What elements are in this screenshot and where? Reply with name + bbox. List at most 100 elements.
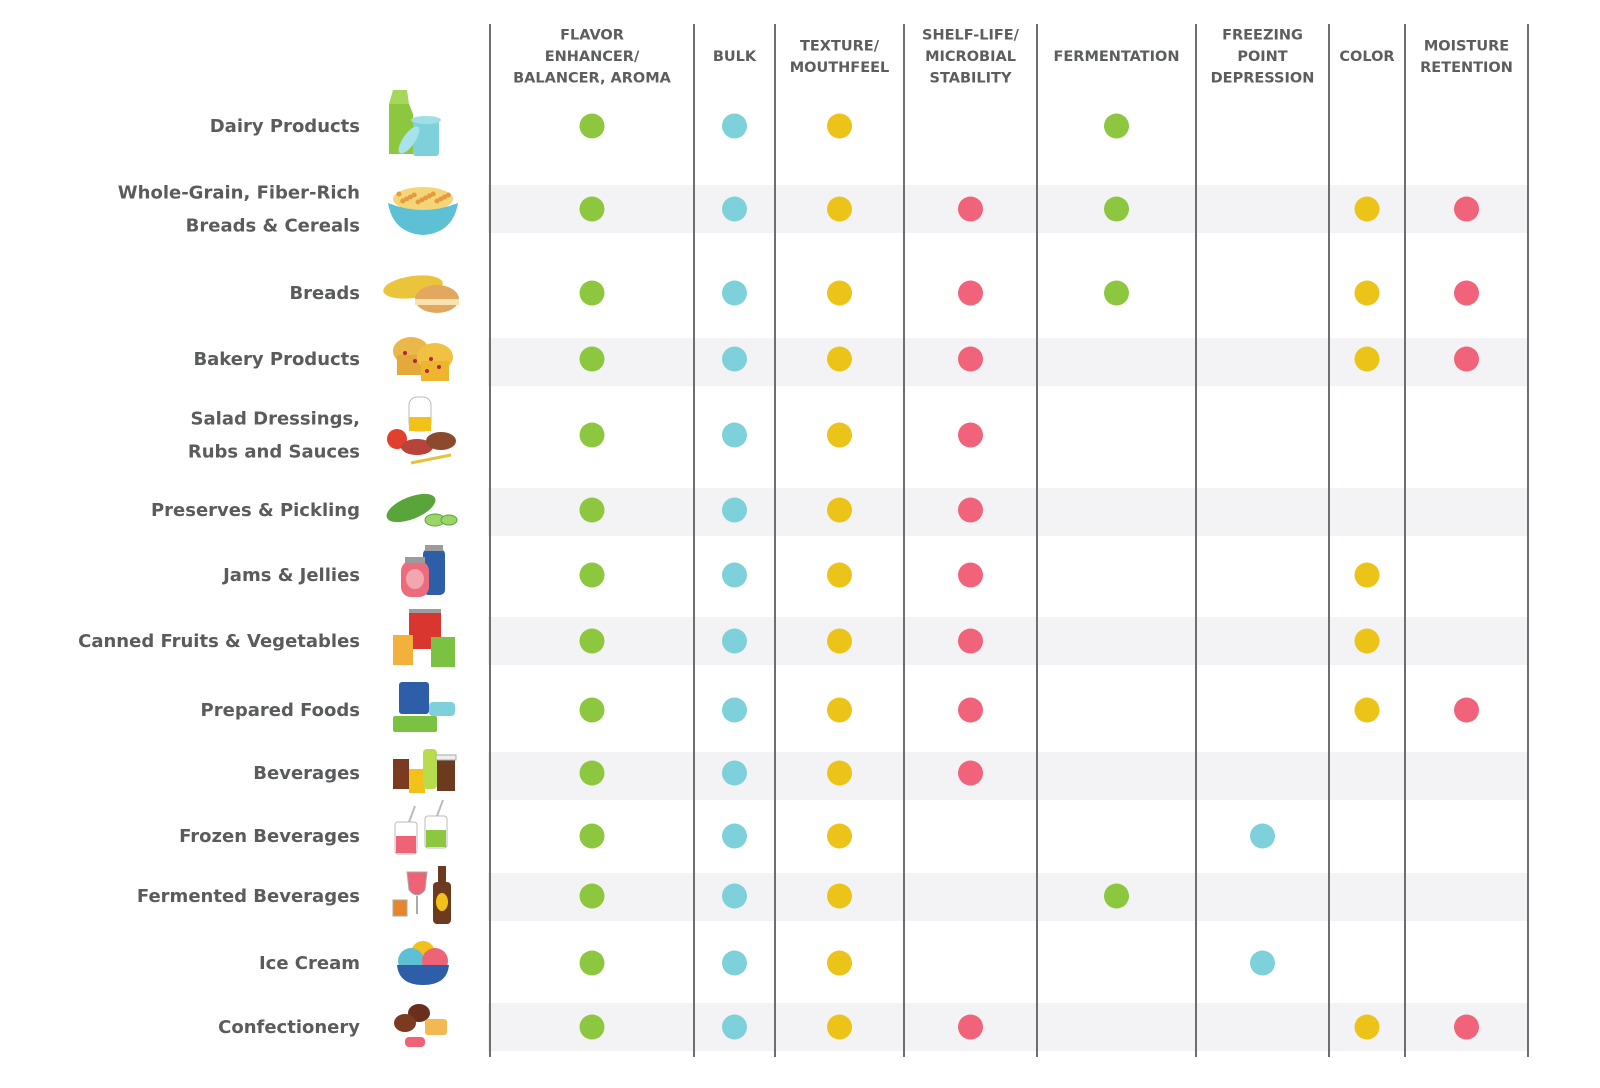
dot-bulk: [722, 950, 747, 976]
column-header: MOISTURE RETENTION: [1420, 38, 1513, 76]
dot-bulk: [722, 823, 747, 849]
row-label-line: Preserves & Pickling: [151, 500, 360, 521]
row-label-line: Confectionery: [218, 1017, 360, 1038]
column-header: SHELF-LIFE/MICROBIAL STABILITY: [922, 28, 1020, 87]
dot-texture: [827, 883, 852, 909]
row-label-line: Ice Cream: [259, 953, 360, 974]
dot-freezing: [1250, 823, 1275, 849]
column-header-line: DEPRESSION: [1211, 71, 1315, 87]
dot-texture: [827, 628, 852, 654]
row-label: Prepared Foods: [201, 700, 360, 721]
dot-shelf: [958, 422, 983, 448]
row-label: Canned Fruits & Vegetables: [78, 631, 360, 652]
cereal-bowl-icon: [388, 187, 458, 235]
column-header-line: MICROBIAL: [925, 49, 1016, 65]
row-stripe: [488, 338, 1528, 386]
row-label-line: Whole-Grain, Fiber-Rich: [118, 183, 360, 204]
row-stripes: [488, 185, 1528, 1051]
dot-flavor: [579, 497, 605, 523]
dot-bulk: [722, 497, 747, 523]
row-stripe: [488, 488, 1528, 536]
milk-carton-cup-icon: [389, 90, 441, 156]
dot-shelf: [958, 196, 983, 222]
dots: [579, 113, 1479, 1040]
candies-icon: [394, 1004, 447, 1047]
row-label: Salad Dressings, Rubs and Sauces: [188, 409, 360, 463]
dot-shelf: [958, 1014, 983, 1040]
row-label: Preserves & Pickling: [151, 500, 360, 521]
row-label-line: Salad Dressings,: [191, 409, 360, 430]
dot-color: [1354, 562, 1380, 588]
dot-bulk: [722, 196, 747, 222]
ice-cream-bowl-icon: [397, 941, 449, 985]
muffins-icon: [393, 337, 453, 381]
wine-beer-icon: [392, 866, 451, 924]
pickle-icon: [386, 493, 458, 527]
row-label-line: Breads: [289, 283, 360, 304]
column-header-line: FLAVOR: [560, 28, 624, 44]
column-header: BULK: [713, 49, 757, 65]
column-header: COLOR: [1339, 49, 1394, 65]
dot-color: [1354, 697, 1380, 723]
column-header-line: MOUTHFEEL: [790, 60, 890, 76]
row-label: Jams & Jellies: [221, 565, 360, 586]
dot-moisture: [1454, 196, 1479, 222]
dot-fermentation: [1104, 883, 1129, 909]
dot-color: [1354, 280, 1380, 306]
dot-bulk: [722, 346, 747, 372]
bread-loaf-bun-icon: [383, 275, 459, 313]
dot-bulk: [722, 697, 747, 723]
column-header: TEXTURE/MOUTHFEEL: [790, 38, 890, 76]
column-header-line: TEXTURE/: [800, 38, 880, 54]
column-dividers: [489, 24, 1529, 1057]
dot-bulk: [722, 562, 747, 588]
dot-flavor: [579, 346, 605, 372]
column-header-line: FREEZING: [1222, 28, 1303, 44]
row-label: Frozen Beverages: [179, 826, 360, 847]
dot-color: [1354, 1014, 1380, 1040]
food-containers-icon: [393, 682, 455, 732]
dot-moisture: [1454, 346, 1479, 372]
column-header: FERMENTATION: [1053, 49, 1179, 65]
row-label-line: Prepared Foods: [201, 700, 360, 721]
dot-fermentation: [1104, 113, 1129, 139]
column-header-line: COLOR: [1339, 49, 1394, 65]
dot-bulk: [722, 422, 747, 448]
dot-texture: [827, 346, 852, 372]
dot-shelf: [958, 497, 983, 523]
dot-shelf: [958, 280, 983, 306]
dot-bulk: [722, 113, 747, 139]
dot-flavor: [579, 422, 605, 448]
column-header-line: BULK: [713, 49, 757, 65]
dot-bulk: [722, 760, 747, 786]
dot-bulk: [722, 1014, 747, 1040]
row-label: Fermented Beverages: [137, 886, 360, 907]
dot-flavor: [579, 628, 605, 654]
dot-bulk: [722, 628, 747, 654]
row-label: Dairy Products: [210, 116, 360, 137]
dot-moisture: [1454, 280, 1479, 306]
row-label: Breads: [289, 283, 360, 304]
column-header-line: RETENTION: [1420, 60, 1513, 76]
dot-flavor: [579, 280, 605, 306]
row-label-line: Breads & Cereals: [186, 216, 360, 237]
row-label: Bakery Products: [193, 349, 360, 370]
dot-texture: [827, 697, 852, 723]
dot-flavor: [579, 883, 605, 909]
row-label: Whole-Grain, Fiber-Rich Breads & Cereals: [118, 183, 360, 237]
column-header: FLAVOR ENHANCER/BALANCER, AROMA: [513, 28, 672, 87]
row-label-line: Canned Fruits & Vegetables: [78, 631, 360, 652]
column-header-line: ENHANCER/: [545, 49, 640, 65]
row-label-line: Bakery Products: [193, 349, 360, 370]
dot-fermentation: [1104, 280, 1129, 306]
row-label: Ice Cream: [259, 953, 360, 974]
row-icons: [383, 90, 459, 1047]
dot-moisture: [1454, 697, 1479, 723]
dot-texture: [827, 196, 852, 222]
column-header-line: MOISTURE: [1424, 38, 1509, 54]
row-label: Confectionery: [218, 1017, 360, 1038]
dot-shelf: [958, 628, 983, 654]
dot-flavor: [579, 113, 605, 139]
cans-icon: [393, 609, 455, 667]
